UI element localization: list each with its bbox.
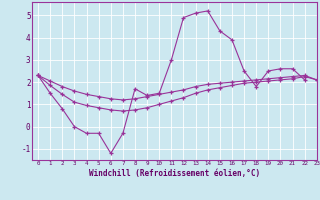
X-axis label: Windchill (Refroidissement éolien,°C): Windchill (Refroidissement éolien,°C): [89, 169, 260, 178]
